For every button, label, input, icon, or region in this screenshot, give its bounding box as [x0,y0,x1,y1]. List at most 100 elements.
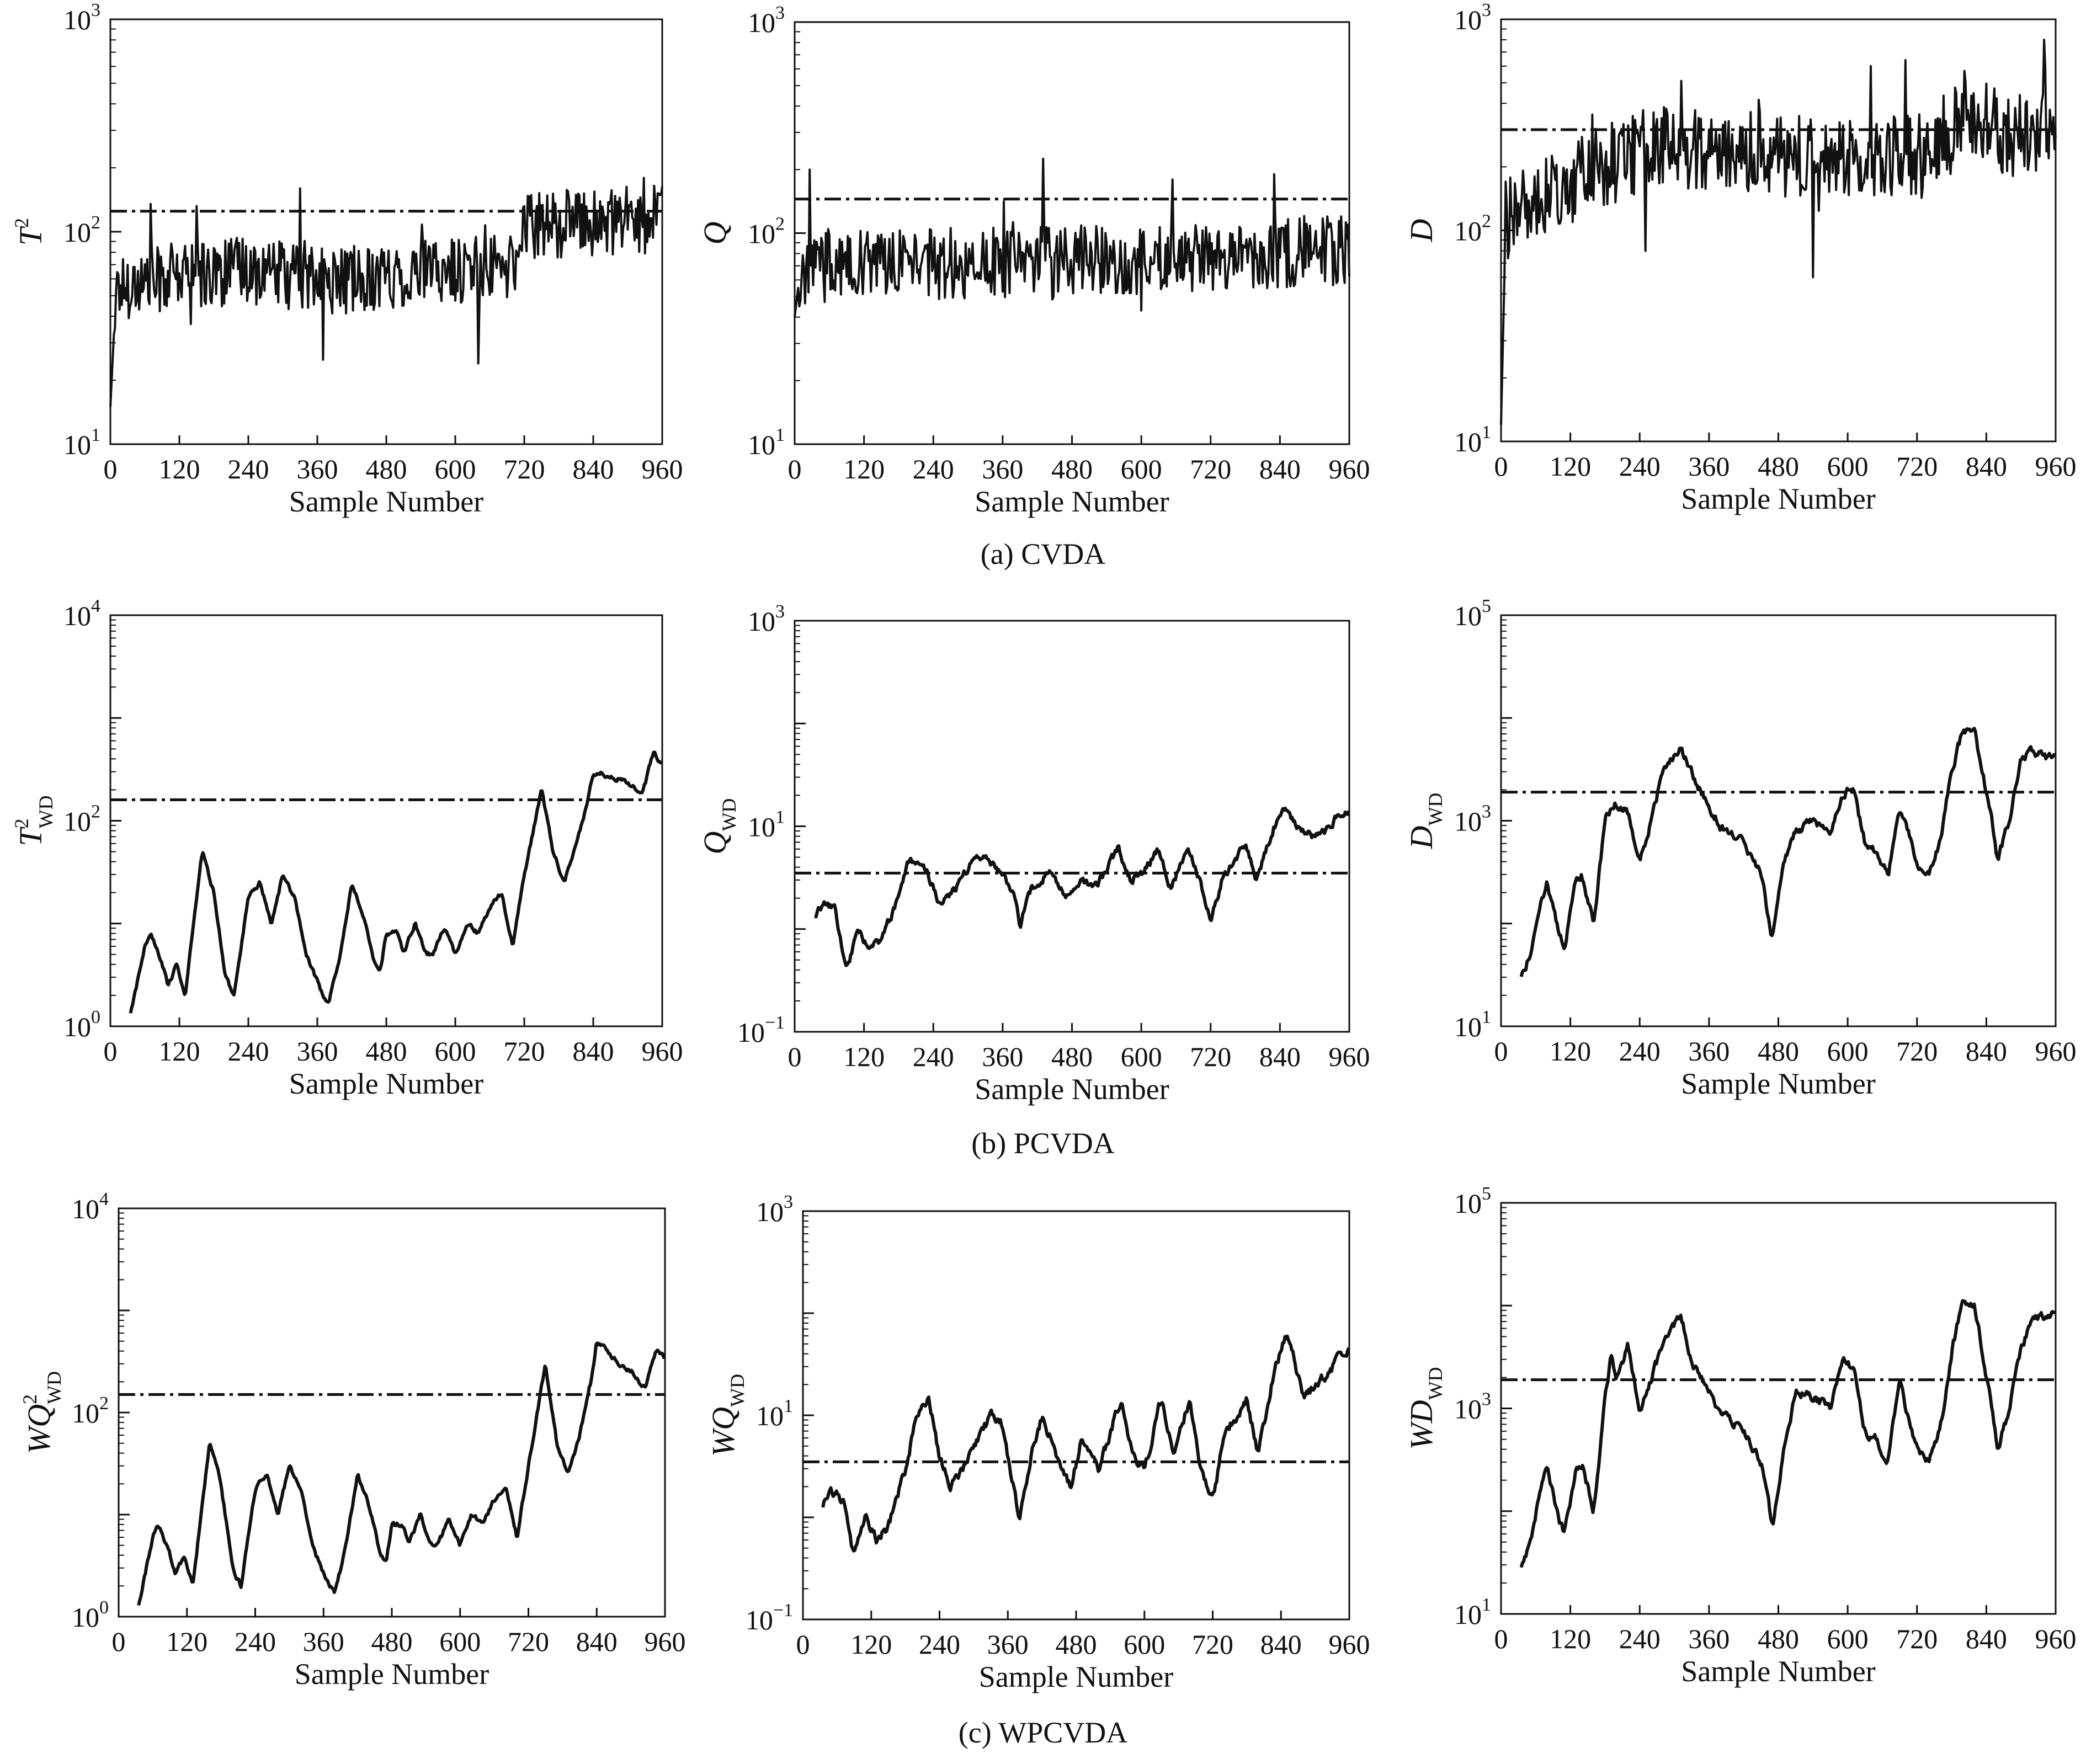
x-tick-label: 720 [1896,1036,1938,1067]
x-tick-label: 0 [796,1629,810,1660]
y-axis-label: QWD [697,798,740,855]
x-tick-label: 360 [297,454,338,484]
x-tick-label: 120 [159,454,200,484]
x-tick-label: 840 [1259,454,1301,484]
y-tick-label: 103 [1454,802,1491,837]
x-tick-label: 120 [843,454,885,484]
x-tick-label: 240 [228,454,269,484]
x-axis-label: Sample Number [289,485,483,518]
x-tick-label: 600 [1827,1036,1869,1067]
series-line-b2 [814,806,1350,967]
x-tick-label: 840 [573,454,614,484]
x-tick-label: 720 [1190,1041,1231,1072]
x-tick-label: 600 [435,1036,476,1067]
x-tick-label: 240 [235,1626,276,1657]
x-tick-label: 600 [1827,1623,1869,1654]
x-axis-label: Sample Number [1681,1067,1875,1100]
x-tick-label: 360 [1688,1623,1730,1654]
x-tick-label: 600 [439,1626,481,1657]
series-line-c3 [1519,1299,2056,1568]
y-tick-label: 103 [1454,0,1491,35]
x-tick-label: 960 [2035,1036,2077,1067]
y-tick-label: 102 [1454,211,1491,247]
plot-frame-b3 [1500,614,2057,1027]
x-tick-label: 960 [1329,1041,1370,1072]
y-tick-label: 102 [748,214,785,249]
x-tick-label: 240 [228,1036,269,1067]
plot-frame-b1 [109,614,663,1027]
x-tick-label: 0 [104,1036,118,1067]
y-tick-label: 101 [1454,422,1491,457]
x-tick-label: 720 [1192,1629,1233,1660]
y-tick-label: 103 [756,1192,793,1227]
y-axis-label: DWD [1403,793,1446,850]
series-line-a2 [794,157,1350,317]
x-tick-label: 960 [2035,1623,2077,1654]
x-tick-label: 240 [919,1629,960,1660]
x-tick-label: 480 [366,454,407,484]
x-tick-label: 120 [1550,1036,1591,1067]
y-tick-label: 102 [63,212,100,248]
chart-panel-b3: 0 120 240 360 480 600 720 840 960 101 103 105 Sample… [1403,596,2077,1100]
y-axis-label: T2 WD [10,795,57,846]
chart-panel-c1: 0 120 240 360 480 600 720 840 960 100 102 104 Sample… [19,1189,686,1691]
plot-frame-a2 [794,21,1350,445]
y-tick-label: 102 [72,1393,109,1429]
x-tick-label: 120 [1550,1623,1591,1654]
caption-b: (b) PCVDA [971,1127,1115,1160]
y-tick-label: 10−1 [746,1600,793,1635]
x-tick-label: 120 [166,1626,207,1657]
y-axis-label: WDWD [1403,1367,1446,1449]
x-tick-label: 720 [508,1626,549,1657]
y-tick-label: 103 [748,3,785,38]
plot-frame-a3 [1500,18,2057,443]
y-axis-label: WQWD [705,1374,748,1457]
y-tick-label: 103 [63,0,100,35]
caption-a: (a) CVDA [981,537,1105,571]
x-tick-label: 480 [1758,451,1799,482]
y-tick-label: 104 [63,596,100,631]
plot-frame-b2 [794,620,1350,1033]
caption-c: (c) WPCVDA [959,1716,1127,1749]
y-tick-label: 103 [748,601,785,637]
x-tick-label: 960 [2035,451,2077,482]
y-tick-label: 100 [63,1007,100,1042]
x-axis-label: Sample Number [979,1660,1173,1693]
x-tick-label: 360 [982,1041,1023,1072]
x-tick-label: 960 [642,454,683,484]
x-tick-label: 240 [913,1041,954,1072]
x-tick-label: 480 [366,1036,407,1067]
x-axis-label: Sample Number [1681,482,1875,515]
y-axis-label: D [1403,218,1439,242]
x-tick-label: 240 [913,454,954,484]
y-axis-label: WQ2 WD [19,1371,65,1454]
x-tick-label: 720 [504,454,545,484]
x-tick-label: 0 [1494,1036,1508,1067]
y-tick-label: 101 [748,425,785,460]
x-tick-label: 720 [1896,1623,1938,1654]
x-tick-label: 360 [982,454,1023,484]
x-tick-label: 840 [1259,1041,1301,1072]
series-line-b3 [1519,727,2056,977]
x-tick-label: 120 [159,1036,200,1067]
chart-panel-b2: 0 120 240 360 480 600 720 840 960 10−1 101 103 Sampl… [697,601,1370,1106]
x-axis-label: Sample Number [289,1067,483,1100]
y-tick-label: 101 [1454,1007,1491,1042]
x-tick-label: 360 [1688,1036,1730,1067]
x-axis-label: Sample Number [975,1073,1169,1106]
x-tick-label: 480 [1758,1036,1799,1067]
x-tick-label: 480 [1051,454,1093,484]
x-tick-label: 480 [371,1626,413,1657]
series-line-a1 [109,177,663,407]
x-tick-label: 0 [788,454,802,484]
chart-panel-c3: 0 120 240 360 480 600 720 840 960 101 103 105 Sample… [1403,1184,2077,1688]
x-tick-label: 600 [1124,1629,1165,1660]
x-tick-label: 480 [1758,1623,1799,1654]
x-tick-label: 0 [1494,1623,1508,1654]
y-tick-label: 100 [72,1597,109,1633]
x-tick-label: 480 [1056,1629,1097,1660]
x-axis-label: Sample Number [975,485,1169,518]
y-tick-label: 101 [756,1396,793,1431]
x-tick-label: 960 [1329,454,1370,484]
chart-panel-a1: 0 120 240 360 480 600 720 840 960 101 102 103 Sample… [10,0,683,518]
